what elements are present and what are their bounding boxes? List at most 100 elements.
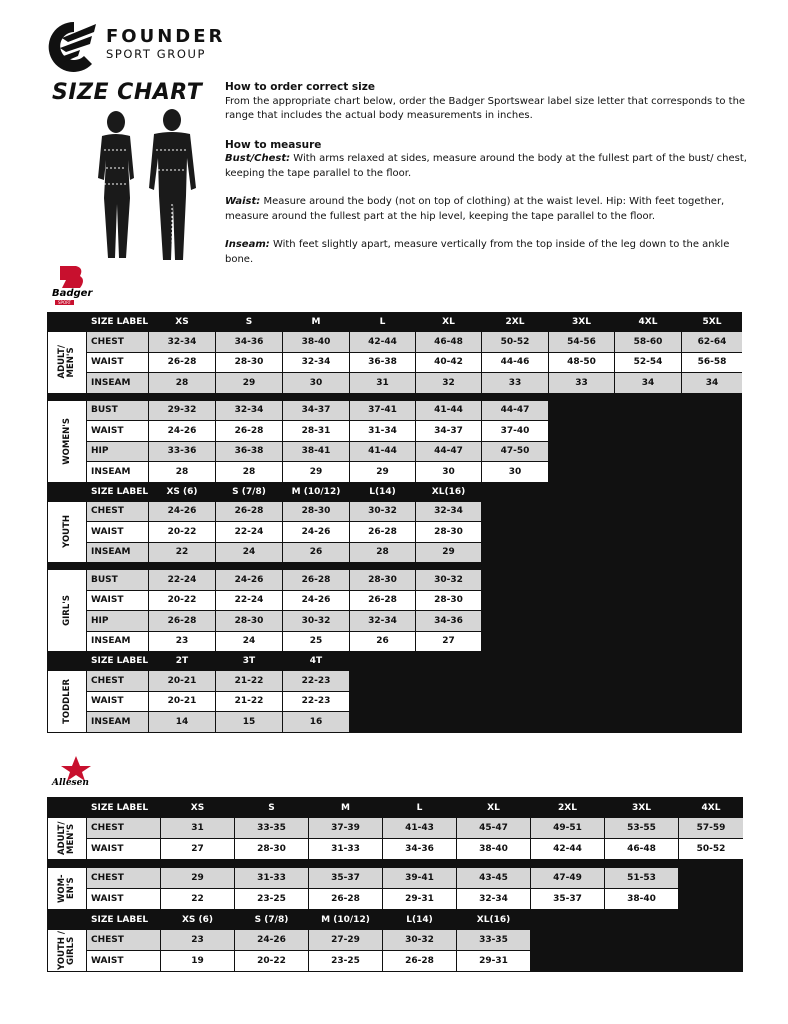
size-header: S (245, 317, 253, 327)
row-label: WAIST (87, 691, 148, 711)
size-value: 38-41 (283, 441, 349, 461)
size-value: 37-40 (482, 421, 548, 441)
size-value: 20-21 (149, 671, 215, 691)
size-value: 32-34 (457, 889, 530, 909)
row-label: INSEAM (87, 631, 148, 651)
size-header: XL(16) (431, 486, 466, 497)
group-label: YOUTH (61, 515, 72, 549)
size-value: 32-34 (416, 501, 481, 521)
size-value: 48-50 (549, 352, 614, 372)
row-label: INSEAM (87, 462, 148, 482)
size-value: 46-48 (605, 839, 678, 859)
size-value: 23 (161, 930, 234, 950)
size-value: 26 (283, 542, 349, 562)
group-label: WOMEN'S (61, 417, 72, 465)
size-value: 32-34 (149, 332, 215, 352)
size-header: XL (487, 802, 500, 813)
size-value: 30 (482, 462, 548, 482)
size-header: XL(16) (476, 914, 511, 925)
size-value: 31-34 (350, 421, 415, 441)
badger-logo-text: Badger (52, 288, 93, 299)
size-header: S (7/8) (232, 486, 266, 497)
row-label: CHEST (87, 868, 160, 888)
size-value: 32-34 (216, 400, 282, 420)
row-label: BUST (87, 570, 148, 590)
size-value: 16 (283, 712, 349, 732)
size-value: 33-35 (457, 930, 530, 950)
size-value: 24-26 (149, 421, 215, 441)
size-value: 41-43 (383, 818, 456, 838)
size-value: 44-47 (416, 441, 481, 461)
size-header: M (10/12) (321, 914, 370, 925)
group-cell: GIRL'S (48, 570, 86, 651)
size-value: 30 (283, 373, 349, 393)
size-value: 50-52 (482, 332, 548, 352)
header-label: SIZE LABEL (91, 656, 148, 666)
size-value: 34-36 (416, 611, 481, 631)
size-value: 30 (416, 462, 481, 482)
size-value: 47-49 (531, 868, 604, 888)
size-value: 56-58 (682, 352, 742, 372)
header-label: SIZE LABEL (91, 486, 148, 497)
row-label: HIP (87, 441, 148, 461)
size-value: 46-48 (416, 332, 481, 352)
size-value: 29-32 (149, 400, 215, 420)
size-value: 51-53 (605, 868, 678, 888)
size-value: 42-44 (531, 839, 604, 859)
row-label: BUST (87, 400, 148, 420)
brand-tagline: SPORT GROUP (106, 47, 207, 61)
size-value: 39-41 (383, 868, 456, 888)
size-value: 49-51 (531, 818, 604, 838)
size-header: 2T (175, 656, 189, 666)
size-value: 29-31 (383, 889, 456, 909)
size-value: 29 (416, 542, 481, 562)
size-value: 20-22 (149, 590, 215, 610)
row-label: WAIST (87, 522, 148, 542)
size-header: M (311, 317, 321, 327)
size-value: 33-35 (235, 818, 308, 838)
group-label: ADULT/ MEN'S (57, 345, 76, 379)
size-value: 29-31 (457, 951, 530, 971)
measure-items: Bust/Chest: With arms relaxed at sides, … (225, 152, 760, 267)
size-value: 34-36 (383, 839, 456, 859)
size-value: 38-40 (605, 889, 678, 909)
size-header: M (341, 802, 350, 813)
size-value: 24-26 (216, 570, 282, 590)
size-value: 44-47 (482, 400, 548, 420)
row-label: WAIST (87, 889, 160, 909)
row-label: WAIST (87, 352, 148, 372)
size-value: 24-26 (283, 522, 349, 542)
size-value: 23-25 (235, 889, 308, 909)
size-value: 28 (350, 542, 415, 562)
size-value: 25 (283, 631, 349, 651)
order-title: How to order correct size (225, 81, 376, 93)
brand-icon (48, 21, 96, 72)
size-value: 58-60 (615, 332, 681, 352)
size-value: 21-22 (216, 671, 282, 691)
page-title: SIZE CHART (52, 80, 203, 105)
size-value: 22-24 (149, 570, 215, 590)
size-value: 54-56 (549, 332, 614, 352)
measure-item: Waist: Measure around the body (not on t… (225, 195, 760, 224)
size-header: 3T (242, 656, 256, 666)
size-value: 28-30 (350, 570, 415, 590)
size-value: 36-38 (350, 352, 415, 372)
size-header: XS (6) (166, 486, 198, 497)
size-value: 33 (482, 373, 548, 393)
size-value: 24 (216, 631, 282, 651)
header-label: SIZE LABEL (91, 802, 149, 813)
size-value: 41-44 (416, 400, 481, 420)
group-label: ADULT/ MEN'S (57, 821, 76, 856)
size-value: 32-34 (283, 352, 349, 372)
size-value: 15 (216, 712, 282, 732)
size-value: 47-50 (482, 441, 548, 461)
measure-item: Inseam: With feet slightly apart, measur… (225, 238, 760, 267)
size-value: 32-34 (350, 611, 415, 631)
size-header: 3XL (632, 802, 651, 813)
size-value: 28-30 (416, 522, 481, 542)
size-header: XS (190, 802, 205, 813)
size-value: 34-36 (216, 332, 282, 352)
size-value: 45-47 (457, 818, 530, 838)
size-value: 14 (149, 712, 215, 732)
